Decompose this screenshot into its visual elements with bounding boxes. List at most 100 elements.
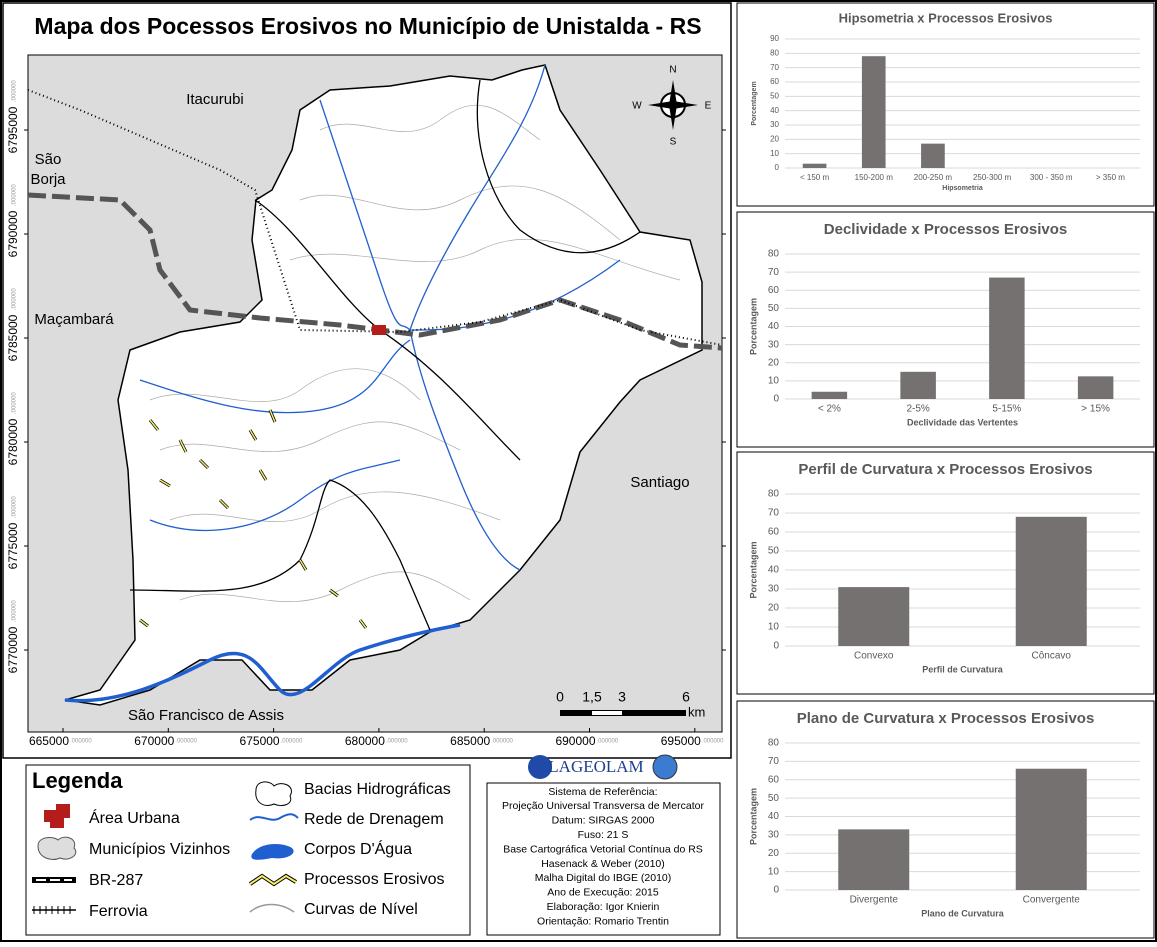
coord-suffix: .000000 bbox=[70, 739, 92, 745]
y-tick-label: 80 bbox=[768, 249, 780, 260]
info-line: Hasenack & Weber (2010) bbox=[541, 858, 665, 870]
y-tick-label: 40 bbox=[768, 565, 780, 576]
bar bbox=[1015, 768, 1087, 890]
y-axis-label: Porcentagem bbox=[748, 541, 758, 598]
y-tick-label: 6770000 bbox=[6, 626, 20, 673]
compass bbox=[648, 80, 698, 130]
legend-label: Processos Erosivos bbox=[304, 871, 445, 888]
x-tick-label: 300 - 350 m bbox=[1030, 173, 1073, 182]
bar bbox=[921, 143, 945, 168]
y-tick-label: 60 bbox=[768, 527, 780, 538]
x-tick-label: 670000 bbox=[134, 734, 174, 748]
icon-municipalities bbox=[37, 836, 77, 860]
y-tick-label: 70 bbox=[768, 508, 780, 519]
legend-icons bbox=[32, 781, 299, 914]
y-axis-label: Porcentagem bbox=[751, 81, 758, 125]
scale-segment bbox=[592, 711, 622, 715]
coord-suffix: .000000 bbox=[12, 288, 18, 310]
place-label: Itacurubi bbox=[186, 91, 244, 108]
legend-label: Bacias Hidrográficas bbox=[304, 781, 451, 798]
y-axis-label: Porcentagem bbox=[748, 298, 758, 355]
x-tick-label: > 15% bbox=[1081, 404, 1110, 415]
coord-suffix: .000000 bbox=[12, 80, 18, 102]
logo-emblem bbox=[528, 755, 552, 779]
info-line: Fuso: 21 S bbox=[578, 829, 629, 841]
x-tick-label: < 150 m bbox=[800, 173, 829, 182]
x-axis-label: Perfil de Curvatura bbox=[922, 664, 1004, 674]
place-label: São Borja bbox=[30, 151, 66, 188]
x-tick-label: 685000 bbox=[450, 734, 490, 748]
icon-railway-ticks bbox=[33, 906, 71, 914]
compass-label: W bbox=[632, 101, 642, 112]
y-tick-label: 40 bbox=[768, 811, 780, 822]
x-tick-label: 695000 bbox=[661, 734, 701, 748]
y-tick-label: 6775000 bbox=[6, 522, 20, 569]
place-label: Maçambará bbox=[34, 311, 114, 328]
info-box bbox=[486, 782, 721, 936]
y-tick-label: 20 bbox=[768, 848, 780, 859]
river bbox=[139, 339, 411, 414]
y-tick-label: 30 bbox=[770, 120, 779, 129]
river bbox=[149, 459, 401, 531]
y-tick-label: 10 bbox=[770, 149, 779, 158]
coord-suffix: .000000 bbox=[491, 739, 513, 745]
y-tick-label: 90 bbox=[770, 34, 779, 43]
y-tick-label: 50 bbox=[768, 793, 780, 804]
y-tick-label: 6780000 bbox=[6, 418, 20, 465]
coord-suffix: .000000 bbox=[386, 739, 408, 745]
chart-box bbox=[736, 211, 1155, 448]
y-tick-label: 6795000 bbox=[6, 106, 20, 153]
info-line: Sistema de Referência: bbox=[548, 786, 657, 798]
scale-label: 3 bbox=[618, 689, 626, 705]
coord-suffix: .000000 bbox=[597, 739, 619, 745]
chart-title: Perfil de Curvatura x Processos Erosivos bbox=[798, 461, 1092, 478]
logo-text: LAGEOLAM bbox=[548, 757, 643, 776]
y-tick-label: 40 bbox=[770, 106, 779, 115]
y-tick-label: 10 bbox=[768, 376, 780, 387]
contour bbox=[169, 491, 501, 522]
y-tick-label: 0 bbox=[775, 163, 780, 172]
bar bbox=[989, 277, 1025, 399]
chart-title: Hipsometria x Processos Erosivos bbox=[839, 10, 1053, 25]
y-tick-label: 70 bbox=[770, 63, 779, 72]
info-line: Base Cartográfica Vetorial Contínua do R… bbox=[503, 843, 703, 855]
y-tick-label: 70 bbox=[768, 756, 780, 767]
bar bbox=[861, 56, 886, 169]
y-tick-label: 80 bbox=[768, 489, 780, 500]
scale-bar bbox=[560, 710, 686, 716]
map bbox=[27, 54, 723, 733]
info-line: Projeção Universal Transversa de Mercato… bbox=[502, 800, 704, 812]
y-tick-label: 20 bbox=[768, 603, 780, 614]
bar bbox=[802, 163, 827, 168]
x-axis-label: Hipsometria bbox=[942, 185, 983, 192]
y-tick-label: 6790000 bbox=[6, 210, 20, 257]
bar bbox=[838, 829, 910, 890]
river bbox=[409, 329, 521, 571]
bar bbox=[811, 391, 848, 399]
y-tick-label: 50 bbox=[770, 91, 779, 100]
icon-erosion-fill bbox=[249, 874, 297, 886]
drainage bbox=[64, 64, 621, 703]
chart-title: Plano de Curvatura x Processos Erosivos bbox=[797, 710, 1095, 727]
x-tick-label: < 2% bbox=[818, 404, 841, 415]
x-tick-label: 2-5% bbox=[906, 404, 929, 415]
erosion bbox=[139, 409, 368, 629]
info-line: Malha Digital do IBGE (2010) bbox=[535, 872, 672, 884]
bar bbox=[838, 587, 910, 646]
y-tick-label: 20 bbox=[770, 134, 779, 143]
legend-label: Curvas de Nível bbox=[304, 901, 418, 918]
y-tick-label: 50 bbox=[768, 303, 780, 314]
icon-basins bbox=[255, 781, 292, 807]
basin-line bbox=[476, 79, 641, 254]
y-tick-label: 10 bbox=[768, 866, 780, 877]
municipality bbox=[64, 64, 703, 706]
y-axis-label: Porcentagem bbox=[748, 788, 758, 845]
place-label: Santiago bbox=[630, 474, 689, 491]
x-axis-label: Plano de Curvatura bbox=[921, 908, 1005, 918]
x-tick-label: Divergente bbox=[850, 895, 899, 906]
contours bbox=[149, 104, 681, 602]
coord-suffix: .000000 bbox=[12, 392, 18, 414]
bar bbox=[1077, 376, 1114, 399]
